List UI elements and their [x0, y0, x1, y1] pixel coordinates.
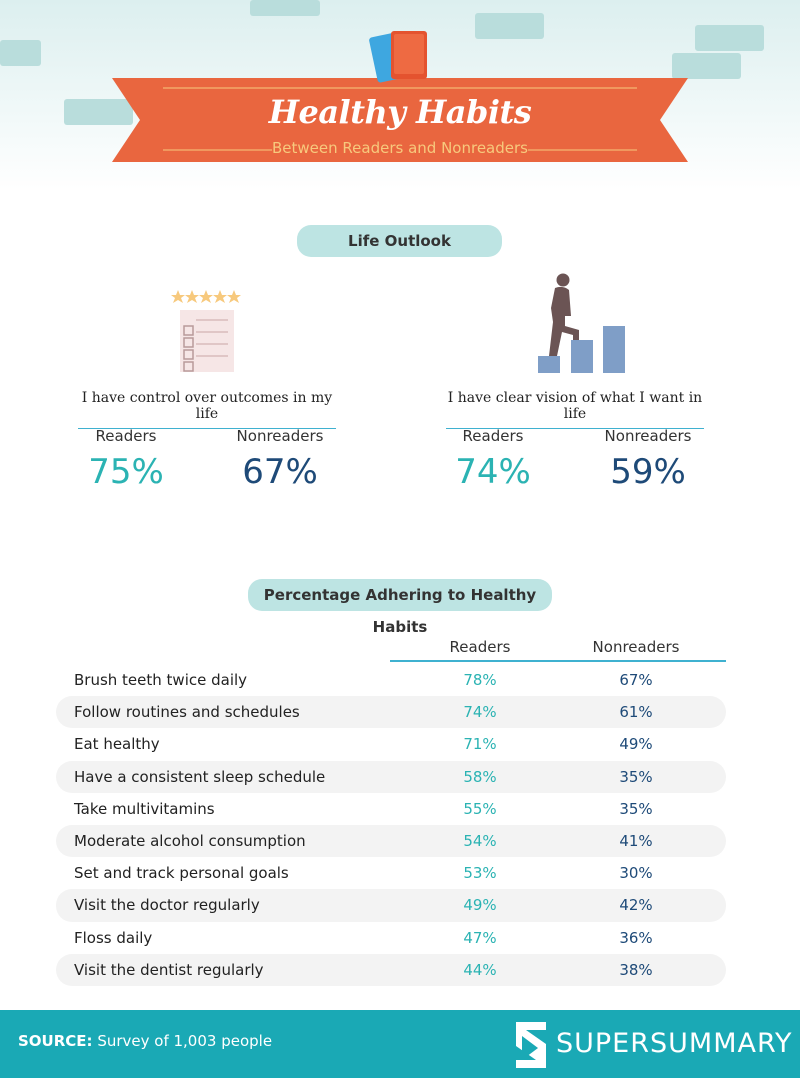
- readers-cell: 47%: [463, 928, 497, 947]
- readers-cell: 49%: [463, 896, 497, 915]
- habit-name: Set and track personal goals: [74, 864, 289, 883]
- footer: SOURCE: Survey of 1,003 people SUPERSUMM…: [0, 1010, 800, 1078]
- table-row: Set and track personal goals 53% 30%: [56, 857, 726, 889]
- readers-cell: 71%: [463, 735, 497, 754]
- readers-cell: 54%: [463, 831, 497, 850]
- habit-name: Take multivitamins: [74, 799, 215, 818]
- nonreaders-cell: 35%: [619, 767, 653, 786]
- title-banner: [112, 31, 688, 162]
- habit-name: Visit the dentist regularly: [74, 960, 264, 979]
- nonreaders-value: 59%: [610, 452, 686, 492]
- table-row: Take multivitamins 55% 35%: [56, 793, 726, 825]
- habit-name: Moderate alcohol consumption: [74, 831, 306, 850]
- nonreaders-label: Nonreaders: [604, 427, 692, 445]
- cloud-decoration: [0, 40, 41, 66]
- cloud-decoration: [475, 13, 544, 39]
- table-row: Moderate alcohol consumption 54% 41%: [56, 824, 726, 858]
- table-row: Floss daily 47% 36%: [56, 922, 726, 954]
- cloud-decoration: [64, 99, 133, 125]
- page-title: Healthy Habits: [268, 93, 532, 131]
- nonreaders-value: 67%: [242, 452, 318, 492]
- habit-name: Follow routines and schedules: [74, 703, 300, 722]
- nonreaders-cell: 30%: [619, 864, 653, 883]
- source-text: Survey of 1,003 people: [97, 1032, 273, 1050]
- supersummary-logo-icon: [516, 1022, 546, 1068]
- habit-name: Floss daily: [74, 928, 153, 947]
- readers-value: 74%: [455, 452, 531, 492]
- habits-heading: Percentage Adhering to Healthy Habits: [248, 579, 552, 636]
- table-row: Have a consistent sleep schedule 58% 35%: [56, 760, 726, 793]
- book-icon: [369, 31, 427, 83]
- source-label: SOURCE:: [18, 1032, 93, 1050]
- readers-cell: 78%: [463, 671, 497, 689]
- cloud-decoration: [250, 0, 320, 16]
- readers-cell: 58%: [463, 767, 497, 786]
- readers-cell: 55%: [463, 799, 497, 818]
- nonreaders-cell: 38%: [619, 960, 653, 979]
- readers-cell: 44%: [463, 960, 497, 979]
- habit-name: Eat healthy: [74, 735, 160, 754]
- nonreaders-cell: 35%: [619, 799, 653, 818]
- habit-name: Have a consistent sleep schedule: [74, 767, 326, 786]
- column-header-readers: Readers: [449, 638, 511, 656]
- stairs-climber-icon: [538, 273, 625, 373]
- readers-label: Readers: [95, 427, 157, 445]
- nonreaders-cell: 61%: [619, 703, 653, 722]
- readers-value: 75%: [88, 452, 164, 492]
- life-outlook-heading: Life Outlook: [297, 225, 502, 257]
- outlook-statement-vision: I have clear vision of what I want in li…: [446, 390, 704, 429]
- habits-table: Brush teeth twice daily 78% 67% Follow rou…: [56, 664, 726, 986]
- table-row: Eat healthy 71% 49%: [56, 728, 726, 760]
- checklist-icon: [171, 290, 241, 372]
- cloud-decoration: [695, 25, 764, 51]
- nonreaders-cell: 67%: [619, 671, 653, 689]
- table-row: Visit the dentist regularly 44% 38%: [56, 953, 726, 986]
- cloud-decoration: [672, 53, 741, 79]
- nonreaders-cell: 41%: [619, 831, 653, 850]
- column-header-divider: [390, 660, 726, 662]
- readers-cell: 53%: [463, 864, 497, 883]
- nonreaders-label: Nonreaders: [236, 427, 324, 445]
- habit-name: Brush teeth twice daily: [74, 671, 248, 689]
- page-subtitle: Between Readers and Nonreaders: [272, 139, 528, 157]
- nonreaders-cell: 49%: [619, 735, 653, 754]
- brand-name: SUPERSUMMARY: [556, 1028, 793, 1059]
- column-header-nonreaders: Nonreaders: [592, 638, 680, 656]
- nonreaders-cell: 42%: [619, 896, 653, 915]
- outlook-statement-control: I have control over outcomes in my life: [78, 390, 336, 429]
- readers-label: Readers: [462, 427, 524, 445]
- table-row: Follow routines and schedules 74% 61%: [56, 696, 726, 729]
- habit-name: Visit the doctor regularly: [74, 896, 260, 915]
- table-row: Visit the doctor regularly 49% 42%: [56, 889, 726, 922]
- nonreaders-cell: 36%: [619, 928, 653, 947]
- readers-cell: 74%: [463, 703, 497, 722]
- table-row: Brush teeth twice daily 78% 67%: [56, 664, 726, 696]
- source-note: SOURCE: Survey of 1,003 people: [18, 1032, 272, 1050]
